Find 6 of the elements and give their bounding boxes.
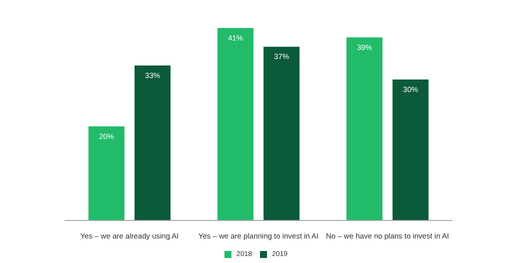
bar xyxy=(346,37,382,220)
bar xyxy=(217,28,254,220)
bar xyxy=(392,80,429,220)
bar xyxy=(134,65,171,220)
bar xyxy=(88,126,124,220)
bar xyxy=(264,46,300,220)
